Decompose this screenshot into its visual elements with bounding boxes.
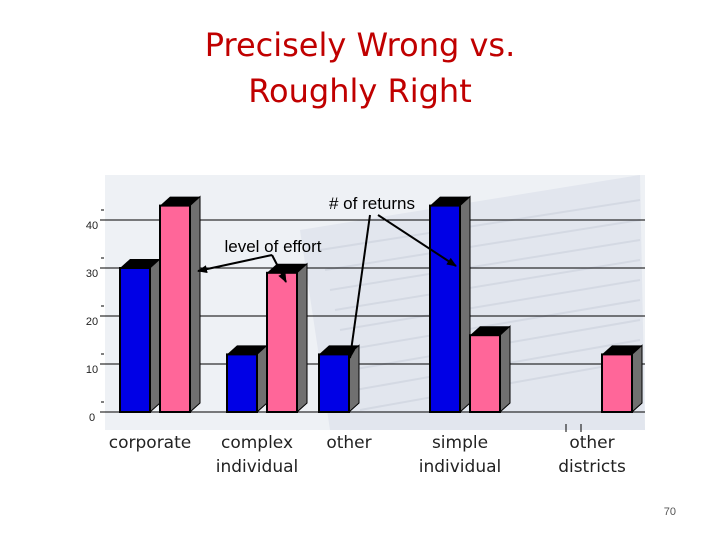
- bar-effort: [601, 344, 643, 414]
- form-line: [329, 239, 641, 291]
- y-tick-label: 40: [86, 220, 98, 232]
- x-tick-label-line: complex: [221, 433, 293, 453]
- bar-effort: [159, 195, 201, 414]
- bar-returns-side: [256, 344, 268, 414]
- bar-effort-front: [601, 353, 633, 413]
- annotation-arrow: [197, 254, 273, 274]
- title-line-1: Precisely Wrong vs.: [204, 26, 516, 64]
- annotation-arrow: [347, 214, 371, 359]
- x-tick-label-line: corporate: [109, 433, 191, 453]
- bar-returns: [226, 344, 268, 414]
- annotation-arrow: [271, 254, 287, 283]
- bar-returns-front: [226, 353, 258, 413]
- y-tick-label: 10: [86, 364, 98, 376]
- form-line: [339, 279, 641, 331]
- bar-effort-front: [266, 271, 298, 413]
- bar-returns-top: [120, 259, 160, 268]
- bar-effort-side: [499, 325, 511, 414]
- bar-returns: [318, 344, 360, 414]
- bar-effort-top: [160, 196, 200, 206]
- slide-title: Precisely Wrong vs. Roughly Right: [0, 22, 720, 114]
- bar-returns-side: [149, 257, 161, 414]
- x-tick-label-line: other: [569, 433, 614, 453]
- x-tick-label: other districts: [558, 433, 626, 477]
- annotation-arrow: [377, 214, 457, 267]
- bar-returns-side: [459, 195, 471, 414]
- x-tick-label: corporate: [109, 433, 191, 453]
- bar-returns-top: [430, 196, 470, 206]
- bar-returns: [429, 195, 471, 414]
- title-line-2: Roughly Right: [248, 72, 472, 110]
- x-tick-label: complex individual: [216, 433, 299, 477]
- y-tick-label: 20: [86, 316, 98, 328]
- x-tick-label-line: individual: [216, 457, 299, 477]
- x-tick-label-line: other: [326, 433, 371, 453]
- bar-effort-top: [602, 345, 642, 355]
- bar-effort-side: [296, 262, 308, 414]
- bar-returns-top: [227, 345, 267, 355]
- annotation-returns: # of returns: [329, 194, 415, 213]
- x-tick-label: simple individual: [419, 433, 502, 477]
- x-tick-label-line: simple: [432, 433, 488, 453]
- bar-returns-front: [429, 204, 461, 413]
- bar-effort: [266, 262, 308, 414]
- bar-effort-side: [189, 195, 201, 414]
- bar-returns: [119, 257, 161, 414]
- x-tick-label-line: individual: [419, 457, 502, 477]
- page-number: 70: [663, 506, 676, 518]
- bar-returns-front: [318, 353, 350, 413]
- x-tick-label-line: districts: [558, 457, 626, 477]
- bar-effort: [469, 325, 511, 414]
- bar-effort-side: [631, 344, 643, 414]
- bar-returns-front: [119, 267, 151, 413]
- bar-effort-top: [470, 326, 510, 336]
- bar-effort-front: [469, 334, 501, 414]
- form-line: [319, 199, 641, 251]
- form-line: [344, 299, 641, 351]
- form-line: [324, 219, 641, 271]
- y-tick-label: 30: [86, 268, 98, 280]
- bar-effort-front: [159, 204, 191, 413]
- annotation-effort: level of effort: [224, 237, 321, 256]
- x-tick-label: other: [326, 433, 371, 453]
- y-tick-label: 0: [89, 412, 95, 424]
